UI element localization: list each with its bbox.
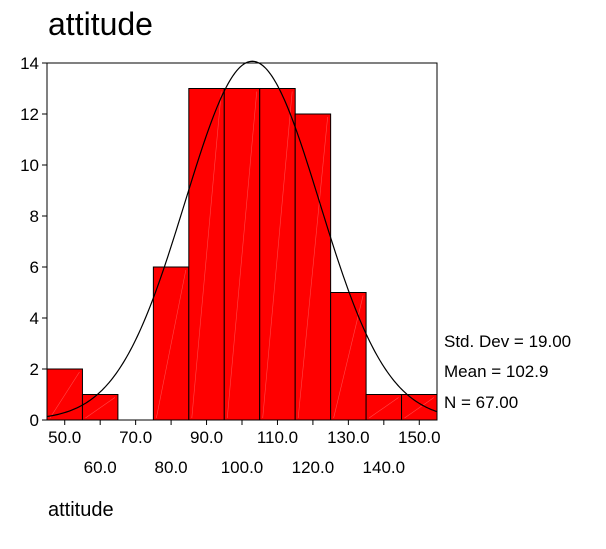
x-tick-label: 50.0 [48, 428, 81, 447]
x-tick-label: 70.0 [119, 428, 152, 447]
x-tick-label: 110.0 [257, 428, 298, 447]
mean-label: Mean = 102.9 [444, 362, 548, 381]
x-tick-label: 100.0 [221, 458, 264, 477]
x-tick-label: 80.0 [155, 458, 188, 477]
n-label: N = 67.00 [444, 393, 518, 412]
x-tick-label: 150.0 [398, 428, 441, 447]
stats-box: Std. Dev = 19.00 Mean = 102.9 N = 67.00 [444, 332, 571, 412]
normal-curve [46, 60, 438, 418]
y-tick-label: 12 [20, 105, 39, 124]
std-dev-label: Std. Dev = 19.00 [444, 332, 571, 351]
bar-highlight [191, 91, 222, 419]
y-tick-label: 0 [30, 411, 39, 430]
x-tick-label: 140.0 [363, 458, 406, 477]
x-tick-label: 60.0 [84, 458, 117, 477]
y-tick-label: 4 [30, 309, 39, 328]
y-tick-label: 6 [30, 258, 39, 277]
plot-area: 0 2 4 6 8 10 12 14 50.0 70.0 90.0 110.0 130.0 150.0 60… [20, 54, 440, 477]
bar-highlight [368, 397, 399, 419]
y-tick-label: 2 [30, 360, 39, 379]
x-tick-label: 130.0 [327, 428, 370, 447]
bar-highlight [156, 269, 187, 419]
x-tick-label: 120.0 [292, 458, 335, 477]
bar-highlight [262, 91, 293, 419]
bar-highlight [297, 116, 328, 419]
histogram-bar [81, 394, 119, 421]
y-tick-label: 8 [30, 207, 39, 226]
bar-highlight [85, 397, 116, 419]
chart-title: attitude [48, 6, 153, 42]
y-tick-label: 10 [20, 156, 39, 175]
x-tick-label: 90.0 [190, 428, 223, 447]
bar-highlight [404, 397, 435, 419]
y-tick-label: 14 [20, 54, 39, 73]
x-axis-title: attitude [48, 499, 114, 521]
bar-highlight [49, 371, 80, 419]
bar-highlight [226, 91, 258, 419]
